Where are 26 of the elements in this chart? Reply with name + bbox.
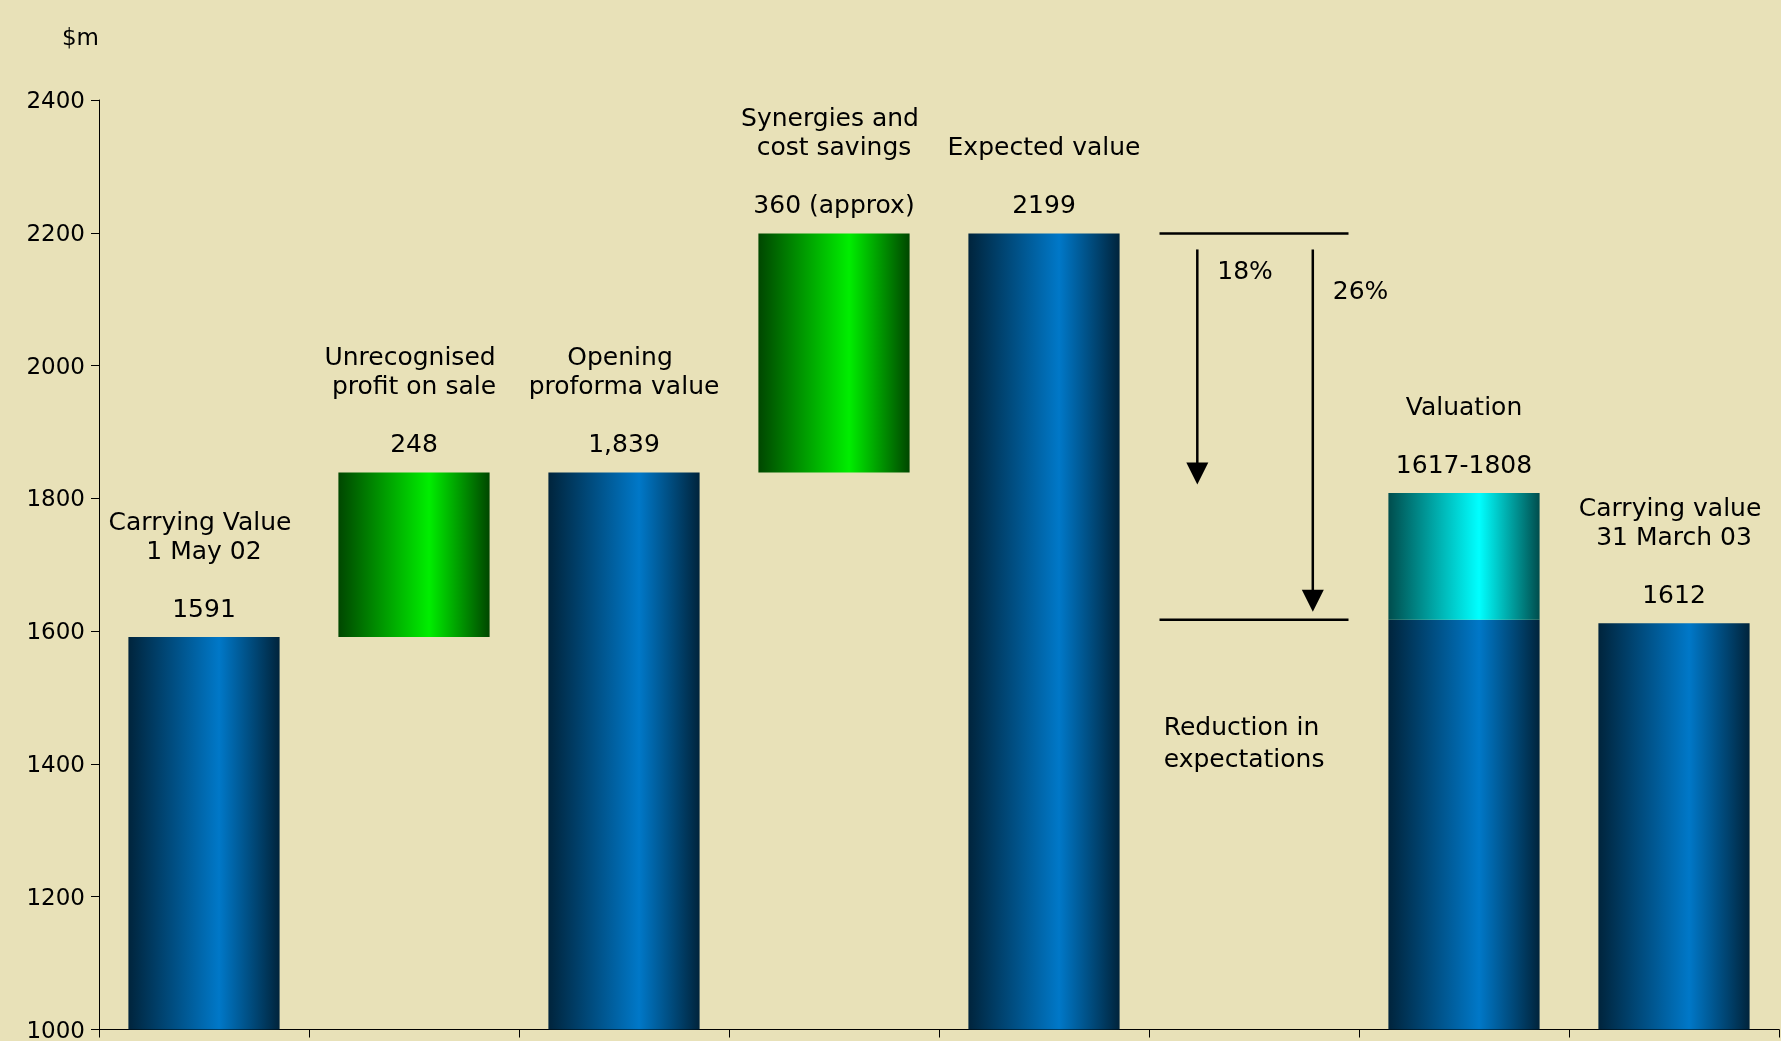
x-tick-label: Valuation bbox=[1405, 392, 1523, 422]
data-label: 1617-1808 bbox=[1395, 450, 1533, 480]
data-label: 2199 bbox=[1012, 190, 1076, 220]
annotation: 26% bbox=[1332, 276, 1389, 306]
y-tick-label: 1600 bbox=[26, 618, 85, 645]
y-tick-label: 2400 bbox=[26, 87, 85, 113]
data-label: 1612 bbox=[1642, 580, 1706, 610]
x-tick-label: Expected value bbox=[947, 132, 1141, 162]
annotation: Reduction in expectations bbox=[1163, 711, 1325, 773]
data-label: 1,839 bbox=[588, 429, 660, 459]
y-tick-label: 2000 bbox=[26, 352, 85, 379]
x-tick-label: Carrying value 31 March 03 bbox=[1578, 493, 1770, 552]
x-tick-label: Carrying Value 1 May 02 bbox=[108, 507, 300, 566]
y-tick-label: 1800 bbox=[26, 485, 85, 512]
data-label: 360 (approx) bbox=[753, 190, 915, 220]
x-tick-label: Opening proforma value bbox=[528, 342, 720, 401]
y-tick-label: 1400 bbox=[26, 750, 85, 777]
x-tick-label: Unrecognised profit on sale bbox=[324, 342, 504, 401]
y-tick-label: 1200 bbox=[26, 883, 85, 910]
x-tick-label: Synergies and cost savings bbox=[741, 103, 927, 162]
data-label: 248 bbox=[390, 429, 438, 459]
data-label: 1591 bbox=[172, 594, 236, 624]
annotation: 18% bbox=[1217, 256, 1273, 286]
y-tick-label: 2200 bbox=[26, 219, 85, 246]
y-tick-label: 1000 bbox=[26, 1016, 85, 1041]
y-axis-title: $m bbox=[61, 23, 99, 50]
